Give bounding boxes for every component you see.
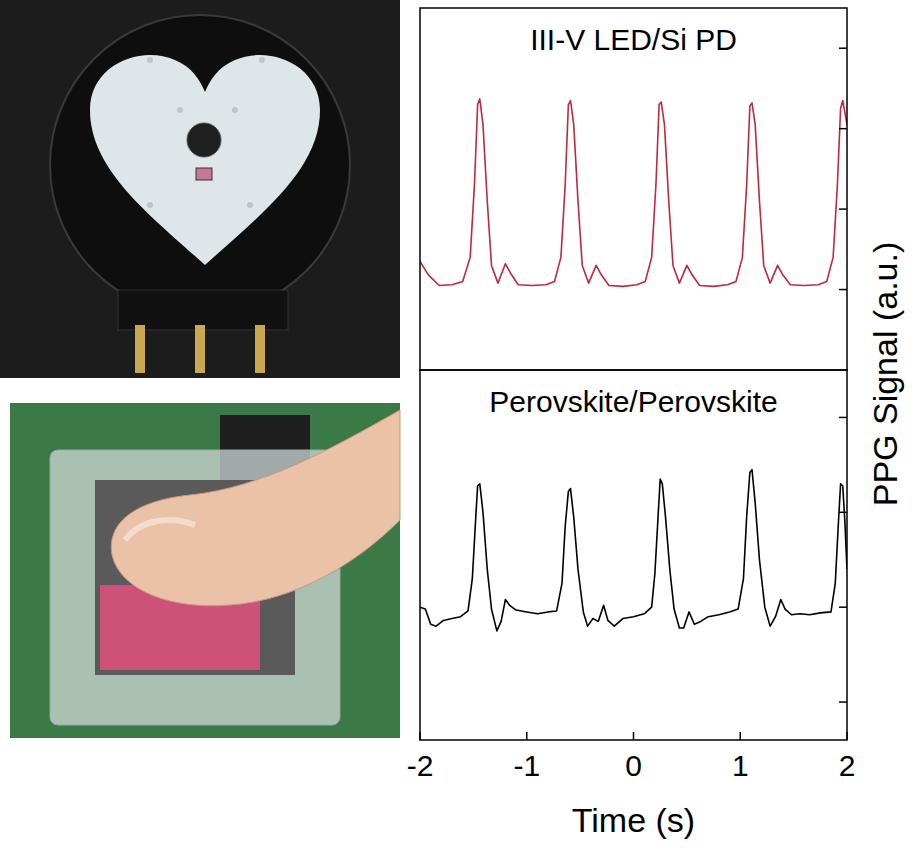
via: [247, 202, 253, 208]
frame: [420, 370, 847, 740]
via: [259, 57, 265, 63]
x-tick: [740, 732, 742, 740]
x-tick-label: 0: [625, 749, 642, 782]
x-tick-label: 2: [839, 749, 856, 782]
heart-pad: [90, 55, 320, 265]
x-axis-title: Time (s): [572, 801, 695, 839]
figure: III-V LED/Si PD PPG Signal (a.u.) -2 -1 0 1 2 P…: [0, 0, 920, 850]
panel-title: Perovskite/Perovskite: [489, 385, 777, 418]
via: [147, 202, 153, 208]
ppg-line: [420, 99, 847, 286]
fingernail: [125, 520, 195, 540]
finger: [111, 410, 400, 606]
via: [177, 107, 183, 113]
panel-title: III-V LED/Si PD: [530, 23, 737, 56]
y-tick: [839, 289, 847, 291]
x-tick: [419, 732, 421, 740]
x-tick-label: 1: [732, 749, 749, 782]
plot-area: [420, 99, 847, 286]
y-tick: [839, 128, 847, 130]
sensor-board: [50, 15, 350, 315]
x-tick: [633, 732, 635, 740]
ppg-line: [420, 470, 847, 631]
plot-area: [420, 470, 847, 631]
y-tick: [839, 606, 847, 608]
y-tick: [839, 208, 847, 210]
panel: III-V LED/Si PD PPG Signal (a.u.): [420, 8, 904, 506]
via: [147, 57, 153, 63]
x-tick: [846, 732, 848, 740]
y-tick: [839, 417, 847, 419]
y-axis-title: PPG Signal (a.u.): [866, 242, 904, 507]
y-tick: [839, 701, 847, 703]
x-tick-label: -2: [407, 749, 434, 782]
x-tick-label: -1: [513, 749, 540, 782]
photo-board-bg: [10, 403, 400, 738]
frame: [420, 8, 847, 370]
header-pin: [135, 325, 145, 373]
panel: -2 -1 0 1 2 Perovskite/Perovskite Time (s): [407, 370, 856, 839]
x-tick: [526, 732, 528, 740]
header-pin: [195, 325, 205, 373]
header-block: [118, 290, 288, 330]
photo-sensor-bg: [0, 0, 400, 378]
via: [232, 107, 238, 113]
sensor-window: [187, 123, 221, 157]
led-chip: [196, 168, 212, 180]
header-pin: [255, 325, 265, 373]
photos: [0, 0, 400, 738]
y-tick: [839, 512, 847, 514]
y-tick: [839, 47, 847, 49]
